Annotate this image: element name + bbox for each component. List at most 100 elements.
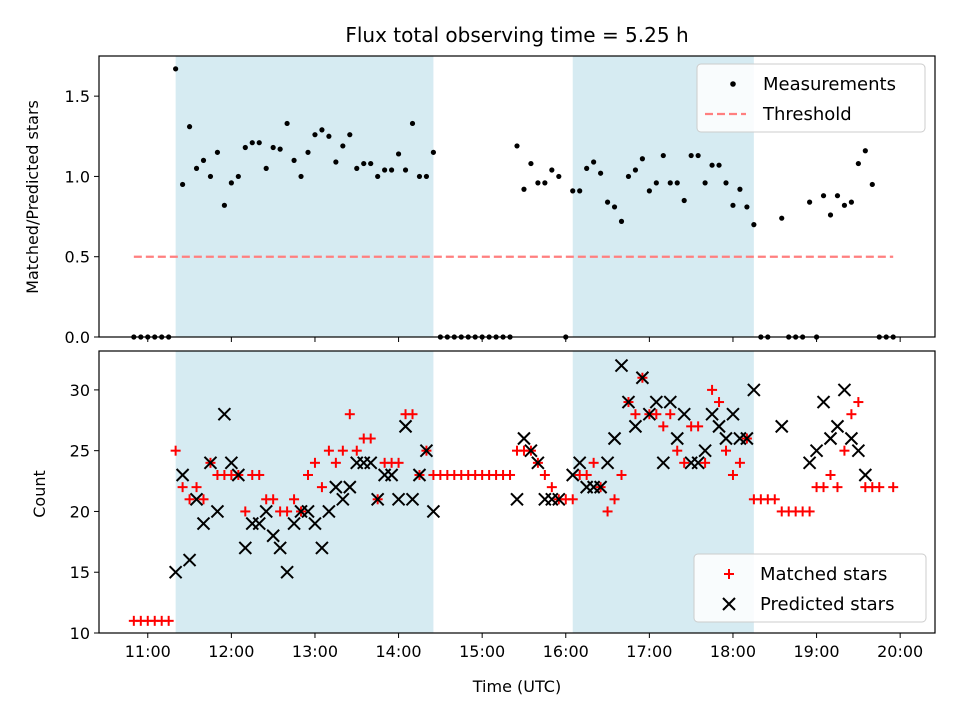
measurement-point <box>591 159 597 165</box>
x-tick-label: 14:00 <box>376 642 422 661</box>
measurement-point <box>535 180 541 186</box>
legend-measurements-marker <box>730 81 736 87</box>
predicted-star-point <box>210 504 225 519</box>
measurement-point <box>744 204 750 210</box>
measurement-point <box>723 180 729 186</box>
measurement-point <box>180 181 186 188</box>
predicted-star-point <box>566 468 580 482</box>
measurement-point <box>382 167 388 173</box>
predicted-star-point <box>224 456 239 470</box>
legend-predicted-label: Predicted stars <box>760 594 894 615</box>
chart-title: Flux total observing time = 5.25 h <box>345 23 688 47</box>
predicted-star-point <box>621 395 636 409</box>
predicted-star-point <box>740 431 754 446</box>
measurement-point <box>737 186 743 192</box>
matched-star-point <box>825 469 836 480</box>
matched-star-point <box>714 397 725 408</box>
matched-star-point <box>734 457 745 468</box>
y-axis-label-top: Matched/Predicted stars <box>23 100 42 294</box>
measurement-point <box>709 162 715 168</box>
legend-matched-marker <box>724 569 734 579</box>
measurement-point <box>521 186 527 192</box>
predicted-star-point <box>426 504 441 519</box>
predicted-star-point <box>656 456 671 470</box>
predicted-star-point <box>830 419 845 434</box>
y-tick-label-bottom: 20 <box>70 502 90 521</box>
matched-star-point <box>693 421 704 432</box>
predicted-star-point <box>809 443 824 458</box>
predicted-star-point <box>280 565 294 579</box>
measurement-point <box>639 156 646 162</box>
predicted-star-point <box>851 443 866 458</box>
x-tick-label: 19:00 <box>794 642 840 661</box>
predicted-star-point <box>182 553 197 567</box>
predicted-star-point <box>343 480 357 494</box>
legend-top-frame <box>696 63 926 133</box>
x-tick-label: 15:00 <box>459 642 505 661</box>
predicted-star-point <box>649 395 664 409</box>
legend-matched-label: Matched stars <box>760 564 887 585</box>
matched-star-point <box>184 494 195 505</box>
predicted-star-point <box>266 529 280 543</box>
matched-star-point <box>337 445 348 456</box>
measurement-point <box>284 120 290 127</box>
predicted-star-point <box>691 456 705 470</box>
predicted-star-point <box>405 492 420 507</box>
measurement-point <box>221 202 227 208</box>
predicted-star-point <box>698 443 712 458</box>
matched-star-point <box>853 397 864 408</box>
matched-star-point <box>268 494 279 505</box>
measurement-point <box>242 144 248 151</box>
predicted-star-point <box>600 456 615 470</box>
measurement-point <box>430 149 436 155</box>
matched-star-point <box>330 457 341 468</box>
predicted-star-point <box>412 468 427 482</box>
matched-star-point <box>254 469 265 480</box>
measurement-point <box>235 173 241 180</box>
measurement-point <box>730 202 736 208</box>
x-tick-label: 18:00 <box>710 642 756 661</box>
matched-star-point <box>721 445 731 456</box>
matched-star-point <box>505 469 516 480</box>
measurement-point <box>577 188 583 194</box>
measurement-point <box>807 199 813 205</box>
x-axis-label: Time (UTC) <box>472 677 561 696</box>
measurement-point <box>556 173 562 180</box>
measurement-point <box>827 212 834 218</box>
predicted-star-point <box>203 456 218 470</box>
measurement-point <box>312 132 318 138</box>
measurement-point <box>632 167 639 173</box>
measurement-point <box>200 157 207 163</box>
predicted-star-point <box>802 456 817 470</box>
predicted-star-point <box>663 395 677 409</box>
measurement-point <box>549 167 555 173</box>
predicted-star-point <box>642 407 657 421</box>
measurement-point <box>584 165 590 171</box>
measurement-point <box>256 140 262 146</box>
matched-star-point <box>567 494 578 505</box>
matched-star-point <box>588 457 599 468</box>
matched-star-point <box>344 409 355 420</box>
x-tick-label: 20:00 <box>877 642 923 661</box>
legend-predicted-marker <box>722 597 736 611</box>
measurement-point <box>855 160 861 167</box>
legend-measurements-label: Measurements <box>763 74 896 95</box>
measurement-point <box>611 204 618 210</box>
measurement-point <box>319 127 325 133</box>
measurement-point <box>416 173 423 180</box>
predicted-star-point <box>308 516 322 531</box>
matched-star-point <box>191 482 202 493</box>
matched-star-point <box>198 494 209 505</box>
predicted-star-point <box>238 541 253 555</box>
predicted-star-point <box>614 358 629 373</box>
measurement-point <box>214 149 221 155</box>
predicted-star-point <box>217 407 232 421</box>
measurement-point <box>542 180 548 186</box>
predicted-star-point <box>844 431 859 446</box>
measurement-point <box>326 133 332 139</box>
predicted-star-point <box>628 419 643 434</box>
y-tick-label-top: 0.5 <box>65 248 90 267</box>
bottom-panel: 10 15 20 25 30 11:00 12:00 13:00 14:00 15:00 16:00… <box>70 350 936 661</box>
predicted-star-point <box>231 468 246 482</box>
y-tick-label-top: 0.0 <box>65 328 90 347</box>
